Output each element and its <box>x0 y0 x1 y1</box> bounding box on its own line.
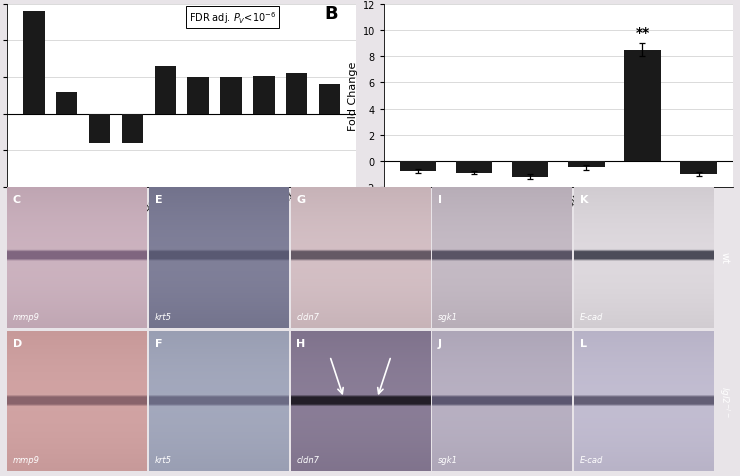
Text: wt: wt <box>719 252 729 264</box>
Text: krt5: krt5 <box>155 455 172 464</box>
Text: mmp9: mmp9 <box>13 455 40 464</box>
Text: B: B <box>325 5 338 23</box>
Text: cldn7: cldn7 <box>296 455 320 464</box>
Text: FDR adj. $\mathit{P}_V$<10$^{-6}$: FDR adj. $\mathit{P}_V$<10$^{-6}$ <box>189 10 276 26</box>
Text: sgk1: sgk1 <box>438 455 458 464</box>
Text: E: E <box>155 195 162 205</box>
Bar <box>568 161 605 168</box>
Text: cldn7: cldn7 <box>296 312 320 321</box>
Text: $lgl2^{-/-}$: $lgl2^{-/-}$ <box>717 385 731 417</box>
Bar <box>221 78 242 115</box>
Text: C: C <box>13 195 21 205</box>
Text: E-cad: E-cad <box>579 312 603 321</box>
Text: sgk1: sgk1 <box>438 312 458 321</box>
Text: J: J <box>438 338 442 348</box>
Text: K: K <box>579 195 588 205</box>
Bar <box>89 115 110 144</box>
Text: mmp9: mmp9 <box>13 312 40 321</box>
Bar <box>187 78 209 115</box>
Bar <box>23 12 44 115</box>
Bar <box>319 85 340 115</box>
Text: E-cad: E-cad <box>579 455 603 464</box>
Text: I: I <box>438 195 442 205</box>
Bar <box>155 67 176 115</box>
Bar <box>253 77 275 115</box>
Bar <box>400 161 437 172</box>
Text: D: D <box>13 338 22 348</box>
Bar <box>286 74 307 115</box>
Bar <box>456 161 492 173</box>
Y-axis label: Fold Change: Fold Change <box>348 61 357 131</box>
Text: F: F <box>155 338 162 348</box>
Bar <box>512 161 548 177</box>
Text: krt5: krt5 <box>155 312 172 321</box>
Text: G: G <box>296 195 306 205</box>
Bar <box>680 161 717 175</box>
Bar <box>56 92 78 115</box>
Text: H: H <box>296 338 306 348</box>
Bar <box>122 115 143 144</box>
Text: L: L <box>579 338 587 348</box>
Bar <box>624 50 661 161</box>
Text: **: ** <box>636 26 650 40</box>
